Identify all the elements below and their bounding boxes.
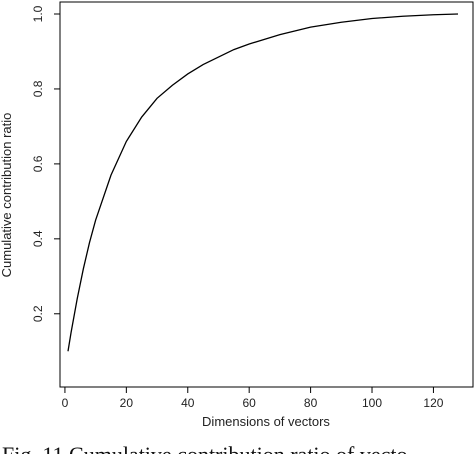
y-tick-label: 0.8 [31,80,45,97]
y-axis: 0.2 0.4 0.6 0.8 1.0 [31,5,61,322]
y-tick-label: 0.4 [31,230,45,247]
series-line-cumulative-ratio [67,13,459,352]
y-tick-label: 1.0 [31,5,45,22]
x-axis: 0 20 40 60 80 100 120 [62,386,444,410]
y-tick-label: 0.2 [31,305,45,322]
x-tick-label: 60 [243,396,257,410]
x-tick-label: 20 [120,396,134,410]
x-tick-label: 0 [62,396,69,410]
figure-caption: Fig. 11 Cumulative contribution ratio of… [2,442,408,454]
x-tick-label: 40 [181,396,195,410]
plot-frame [59,1,474,388]
y-axis-title: Cumulative contribution ratio [0,113,14,278]
x-tick-label: 120 [423,396,443,410]
x-axis-title: Dimensions of vectors [202,414,330,429]
x-tick-label: 80 [304,396,318,410]
x-tick-label: 100 [362,396,382,410]
y-tick-label: 0.6 [31,155,45,172]
